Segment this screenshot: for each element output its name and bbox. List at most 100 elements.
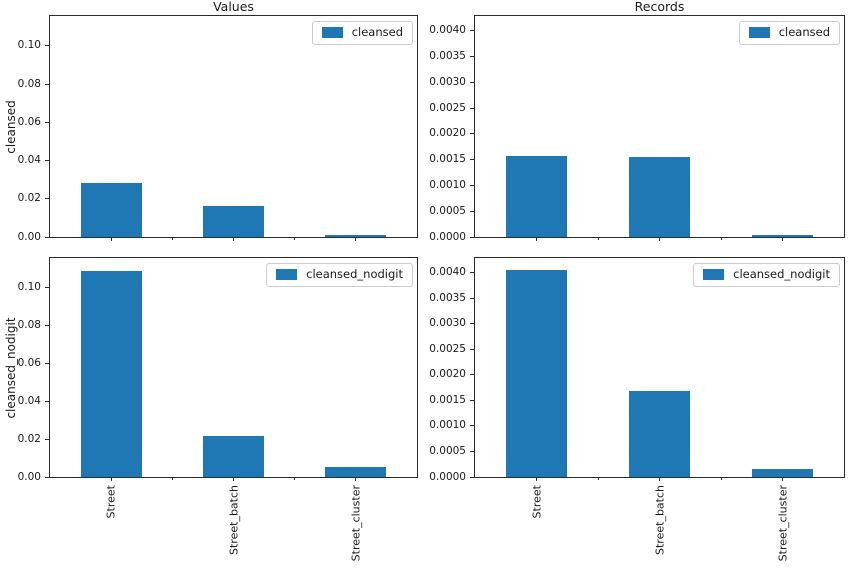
- y-tick: [45, 324, 49, 326]
- y-tick: [470, 30, 474, 32]
- y-tick-label: 0.0020: [429, 127, 466, 140]
- x-tick-major: [233, 237, 234, 241]
- bar-street_batch: [202, 436, 265, 477]
- x-tick-major: [536, 477, 537, 481]
- y-tick-label: 0.0025: [429, 342, 466, 355]
- legend-label: cleansed_nodigit: [306, 267, 403, 281]
- y-tick-label: 0.00: [17, 470, 41, 483]
- x-tick-major: [659, 237, 660, 241]
- x-tick-major: [782, 237, 783, 241]
- y-tick-label: 0.0025: [429, 101, 466, 114]
- x-tick-minor: [720, 237, 722, 240]
- bar-street_cluster: [325, 466, 387, 477]
- y-tick-label: 0.10: [17, 39, 41, 52]
- y-tick: [45, 121, 49, 123]
- y-tick-label: 0.06: [17, 115, 41, 128]
- y-tick-label: 0.0015: [429, 393, 466, 406]
- legend-swatch-icon: [276, 269, 298, 280]
- bar-street: [505, 155, 568, 237]
- y-tick-label: 0.0030: [429, 317, 466, 330]
- x-tick-major: [110, 237, 112, 241]
- y-tick-label: 0.0035: [429, 291, 466, 304]
- y-tick-label: 0.0015: [429, 153, 466, 166]
- y-tick: [470, 81, 474, 83]
- bar-street_cluster: [751, 469, 814, 477]
- subplot-records-cleansed-nodigit: cleansed_nodigit 0.0000 0.0005 0.0010 0.001…: [429, 257, 845, 561]
- y-tick: [470, 210, 474, 212]
- subplot-values-cleansed-nodigit: cleansed_nodigit cleansed_nodigit 0.00 0.…: [4, 257, 418, 561]
- x-tick-major: [110, 477, 112, 481]
- y-tick-label: 0.04: [17, 154, 41, 167]
- x-category-label: Street_batch: [653, 485, 666, 555]
- y-tick: [470, 450, 474, 452]
- y-tick: [470, 399, 474, 401]
- y-tick: [470, 133, 474, 135]
- x-tick-minor: [720, 477, 722, 480]
- y-tick: [45, 362, 49, 364]
- y-tick: [470, 272, 474, 274]
- y-tick-label: 0.0000: [429, 470, 466, 483]
- y-tick: [470, 184, 474, 186]
- y-tick: [470, 374, 474, 376]
- subplot-records-cleansed: Records cleansed 0.0000 0.0005 0.0010 0.001…: [429, 0, 845, 243]
- y-tick: [45, 45, 49, 47]
- y-tick-label: 0.08: [17, 318, 41, 331]
- y-tick-label: 0.0010: [429, 178, 466, 191]
- y-tick: [45, 476, 49, 478]
- legend-swatch-icon: [748, 27, 770, 38]
- y-tick: [470, 236, 474, 238]
- legend: cleansed: [311, 21, 413, 45]
- x-tick-major: [355, 237, 357, 241]
- x-tick-minor: [294, 237, 296, 240]
- y-tick-label: 0.02: [17, 432, 41, 445]
- column-title-values: Values: [213, 0, 254, 14]
- x-tick-major: [659, 477, 660, 481]
- y-tick-label: 0.0010: [429, 419, 466, 432]
- x-tick-major: [233, 477, 234, 481]
- x-tick-minor: [171, 477, 173, 480]
- y-tick-label: 0.0005: [429, 444, 466, 457]
- y-tick: [470, 107, 474, 109]
- x-category-label: Street_cluster: [349, 485, 363, 562]
- y-tick-label: 0.0000: [429, 230, 466, 243]
- x-tick-minor: [597, 477, 599, 480]
- bar-street: [505, 269, 568, 477]
- x-tick-major: [536, 237, 537, 241]
- legend: cleansed_nodigit: [266, 263, 413, 287]
- legend-label: cleansed_nodigit: [733, 267, 830, 281]
- legend: cleansed: [738, 21, 840, 45]
- y-tick: [45, 236, 49, 238]
- y-tick-label: 0.00: [17, 230, 41, 243]
- y-tick: [470, 56, 474, 58]
- y-tick-label: 0.08: [17, 77, 41, 90]
- bar-street: [80, 270, 142, 477]
- y-tick: [45, 400, 49, 402]
- bar-street: [80, 183, 142, 237]
- x-category-label: Street: [104, 485, 118, 519]
- bar-street_cluster: [751, 235, 814, 237]
- legend-swatch-icon: [703, 269, 725, 280]
- y-tick-label: 0.0040: [429, 24, 466, 37]
- y-tick-label: 0.0040: [429, 266, 466, 279]
- y-tick: [45, 198, 49, 200]
- x-category-label: Street_cluster: [776, 485, 789, 562]
- y-tick-label: 0.0035: [429, 50, 466, 63]
- legend-swatch-icon: [321, 27, 343, 38]
- x-tick-minor: [294, 477, 296, 480]
- y-tick: [470, 323, 474, 325]
- subplot-values-cleansed: Values cleansed cleansed 0.00 0.02 0.04 0.0…: [4, 0, 418, 243]
- x-tick-major: [782, 477, 783, 481]
- y-tick: [45, 438, 49, 440]
- x-tick-minor: [597, 237, 599, 240]
- bar-street_cluster: [325, 234, 387, 237]
- x-tick-minor: [171, 237, 173, 240]
- y-tick-label: 0.02: [17, 192, 41, 205]
- y-tick-label: 0.0005: [429, 204, 466, 217]
- bar-street_batch: [628, 391, 691, 477]
- x-category-label: Street_batch: [227, 485, 240, 555]
- y-tick: [45, 287, 49, 289]
- y-tick: [470, 159, 474, 161]
- y-tick-label: 0.04: [17, 394, 41, 407]
- y-tick: [470, 425, 474, 427]
